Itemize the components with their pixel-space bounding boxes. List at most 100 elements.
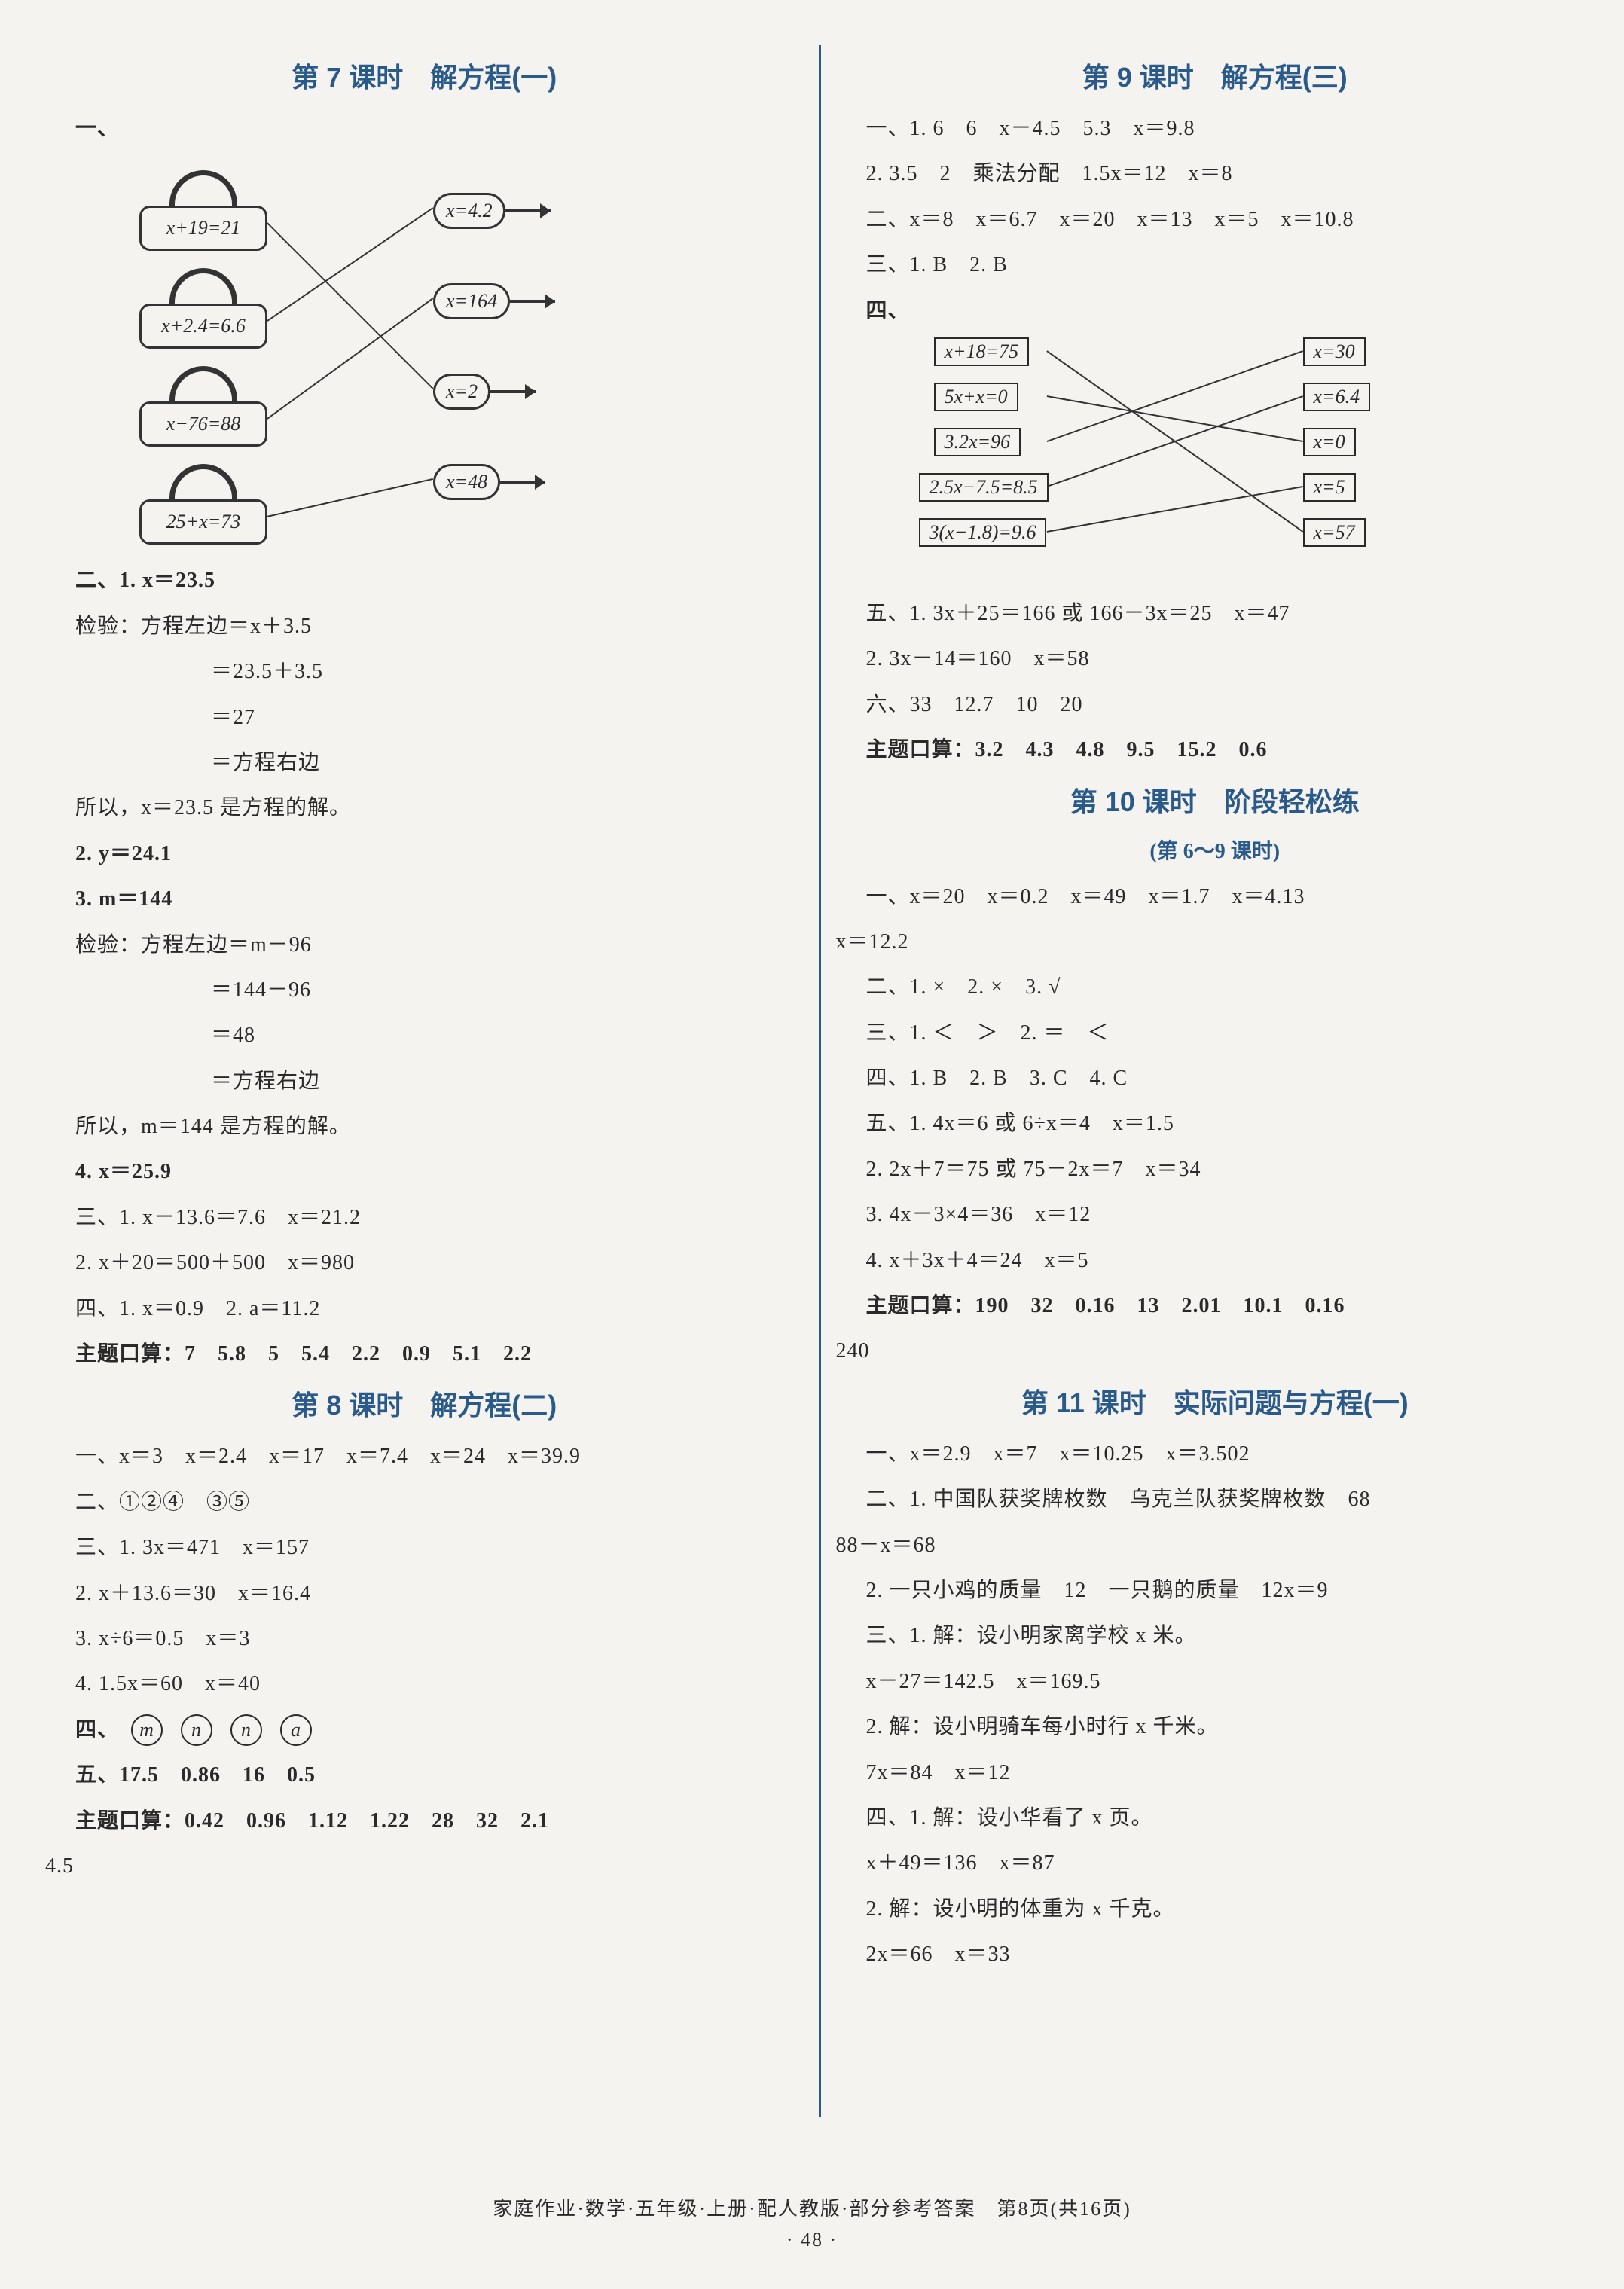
lock-icon: x+2.4=6.6	[139, 268, 267, 349]
page-content: 第 7 课时 解方程(一) 一、 x+19=21 x+2.4=6.6 x−76=88…	[0, 0, 1624, 2147]
lesson-8-heading: 第 8 课时 解方程(二)	[75, 1384, 774, 1423]
text-line: 2. 解：设小明骑车每小时行 x 千米。	[866, 1708, 1564, 1746]
text-line: 2. x＋13.6＝30 x＝16.4	[75, 1575, 774, 1613]
text-line: 一、x＝20 x＝0.2 x＝49 x＝1.7 x＝4.13	[866, 878, 1564, 916]
key-icon: x=2	[433, 374, 584, 410]
text-line: 2. 3x－14＝160 x＝58	[866, 640, 1564, 678]
lock-icon: 25+x=73	[139, 464, 267, 545]
text-line: 3. m＝144	[75, 881, 774, 918]
text-line: 三、1. 3x＝471 x＝157	[75, 1529, 774, 1567]
text-line: ＝方程右边	[75, 744, 774, 782]
answer-box: x=6.4	[1303, 383, 1371, 411]
circled-var: m	[131, 1714, 163, 1746]
answer-box: x=57	[1303, 518, 1366, 547]
text-line: 主题口算：7 5.8 5 5.4 2.2 0.9 5.1 2.2	[75, 1335, 774, 1373]
text-line: 二、1. 中国队获奖牌枚数 乌克兰队获奖牌枚数 68	[866, 1481, 1564, 1518]
text-line: 88－x＝68	[836, 1527, 1564, 1564]
prefix: 四、	[75, 1718, 119, 1741]
text-line: 一、x＝2.9 x＝7 x＝10.25 x＝3.502	[866, 1436, 1564, 1473]
text-line: 3. x÷6＝0.5 x＝3	[75, 1620, 774, 1658]
lesson-7-heading: 第 7 课时 解方程(一)	[75, 56, 774, 95]
text-line: 4. x＋3x＋4＝24 x＝5	[866, 1242, 1564, 1280]
text-line: 五、1. 4x＝6 或 6÷x＝4 x＝1.5	[866, 1105, 1564, 1143]
page-number: · 48 ·	[0, 2229, 1624, 2251]
equation-box: x+18=75	[934, 337, 1030, 366]
key-icon: x=48	[433, 464, 584, 500]
text-line: 所以，m＝144 是方程的解。	[75, 1108, 774, 1146]
text-line: 3. 4x－3×4＝36 x＝12	[866, 1196, 1564, 1234]
matching-diagram: x+18=75 5x+x=0 3.2x=96 2.5x−7.5=8.5 3(x−1.8)…	[866, 337, 1564, 586]
section-1: 一、	[75, 110, 774, 148]
equation-box: 3(x−1.8)=9.6	[919, 518, 1047, 547]
text-line: 2. 解：设小明的体重为 x 千克。	[866, 1891, 1564, 1928]
text-line: x＝12.2	[836, 923, 1564, 961]
text-line: 检验：方程左边＝m－96	[75, 926, 774, 964]
text-line: 2. x＋20＝500＋500 x＝980	[75, 1244, 774, 1282]
text-line: 2. 2x＋7＝75 或 75－2x＝7 x＝34	[866, 1151, 1564, 1189]
text-line: ＝48	[75, 1017, 774, 1054]
text-line: 一、x＝3 x＝2.4 x＝17 x＝7.4 x＝24 x＝39.9	[75, 1438, 774, 1476]
text-line: 主题口算：190 32 0.16 13 2.01 10.1 0.16	[866, 1287, 1564, 1325]
answer-box: x=5	[1303, 473, 1356, 502]
text-line: 五、17.5 0.86 16 0.5	[75, 1756, 774, 1794]
text-line: 主题口算：0.42 0.96 1.12 1.22 28 32 2.1	[75, 1802, 774, 1840]
text-line: 五、1. 3x＋25＝166 或 166－3x＝25 x＝47	[866, 595, 1564, 633]
text-line: 2. 一只小鸡的质量 12 一只鹅的质量 12x＝9	[866, 1572, 1564, 1610]
text-line: 7x＝84 x＝12	[866, 1754, 1564, 1792]
text-line: x＋49＝136 x＝87	[866, 1845, 1564, 1882]
text-line: ＝27	[75, 699, 774, 737]
text-line: 四、1. 解：设小华看了 x 页。	[866, 1799, 1564, 1837]
text-line: 4. x＝25.9	[75, 1153, 774, 1191]
text-line: 一、1. 6 6 x－4.5 5.3 x＝9.8	[866, 110, 1564, 148]
circled-var: n	[230, 1714, 262, 1746]
text-line: ＝144－96	[75, 972, 774, 1009]
text-line: x－27＝142.5 x＝169.5	[866, 1663, 1564, 1701]
text-line: 2. y＝24.1	[75, 835, 774, 873]
match-lines-svg	[866, 337, 1564, 586]
lesson-10-subheading: (第 6～9 课时)	[866, 835, 1564, 865]
lock-key-diagram: x+19=21 x+2.4=6.6 x−76=88 25+x=73 x=4.2 x=164…	[75, 155, 774, 554]
text-line: 四、1. x＝0.9 2. a＝11.2	[75, 1290, 774, 1328]
lesson-11-heading: 第 11 课时 实际问题与方程(一)	[866, 1381, 1564, 1421]
text-line: 2. 3.5 2 乘法分配 1.5x＝12 x＝8	[866, 155, 1564, 193]
text-line: 4.5	[45, 1848, 774, 1885]
circled-row: 四、 m n n a	[75, 1711, 774, 1749]
lock-icon: x−76=88	[139, 366, 267, 447]
text-line: 三、1. 解：设小明家离学校 x 米。	[866, 1617, 1564, 1655]
equation-box: 2.5x−7.5=8.5	[919, 473, 1049, 502]
lock-icon: x+19=21	[139, 170, 267, 251]
page-footer: 家庭作业·数学·五年级·上册·配人教版·部分参考答案 第8页(共16页) · 4…	[0, 2193, 1624, 2251]
column-divider	[819, 45, 821, 2117]
answer-box: x=30	[1303, 337, 1366, 366]
text-line: 三、1. B 2. B	[866, 246, 1564, 284]
text-line: ＝方程右边	[75, 1063, 774, 1100]
circled-var: a	[280, 1714, 312, 1746]
circled-var: n	[181, 1714, 212, 1746]
answer-box: x=0	[1303, 428, 1356, 456]
equation-box: 5x+x=0	[934, 383, 1018, 411]
left-column: 第 7 课时 解方程(一) 一、 x+19=21 x+2.4=6.6 x−76=88…	[75, 45, 774, 2117]
footer-text: 家庭作业·数学·五年级·上册·配人教版·部分参考答案 第8页(共16页)	[0, 2193, 1624, 2221]
right-column: 第 9 课时 解方程(三) 一、1. 6 6 x－4.5 5.3 x＝9.8 2…	[866, 45, 1564, 2117]
text-line: 所以，x＝23.5 是方程的解。	[75, 789, 774, 827]
text-line: 三、1. x－13.6＝7.6 x＝21.2	[75, 1199, 774, 1237]
text-line: 2x＝66 x＝33	[866, 1936, 1564, 1973]
text-line: ＝23.5＋3.5	[75, 653, 774, 691]
lesson-9-heading: 第 9 课时 解方程(三)	[866, 56, 1564, 95]
text-line: 二、x＝8 x＝6.7 x＝20 x＝13 x＝5 x＝10.8	[866, 201, 1564, 239]
text-line: 六、33 12.7 10 20	[866, 686, 1564, 724]
key-icon: x=4.2	[433, 193, 584, 229]
key-icon: x=164	[433, 283, 584, 319]
text-line: 4. 1.5x＝60 x＝40	[75, 1665, 774, 1703]
lesson-10-heading: 第 10 课时 阶段轻松练	[866, 780, 1564, 819]
text-line: 二、1. × 2. × 3. √	[866, 969, 1564, 1006]
text-line: 四、	[866, 292, 1564, 330]
text-line: 主题口算：3.2 4.3 4.8 9.5 15.2 0.6	[866, 731, 1564, 769]
text-line: 三、1. ＜ ＞ 2. ＝ ＜	[866, 1015, 1564, 1052]
text-line: 240	[836, 1332, 1564, 1370]
text-line: 二、①②④ ③⑤	[75, 1484, 774, 1521]
equation-box: 3.2x=96	[934, 428, 1021, 456]
text-line: 检验：方程左边＝x＋3.5	[75, 608, 774, 645]
text-line: 四、1. B 2. B 3. C 4. C	[866, 1060, 1564, 1097]
text-line: 二、1. x＝23.5	[75, 562, 774, 600]
